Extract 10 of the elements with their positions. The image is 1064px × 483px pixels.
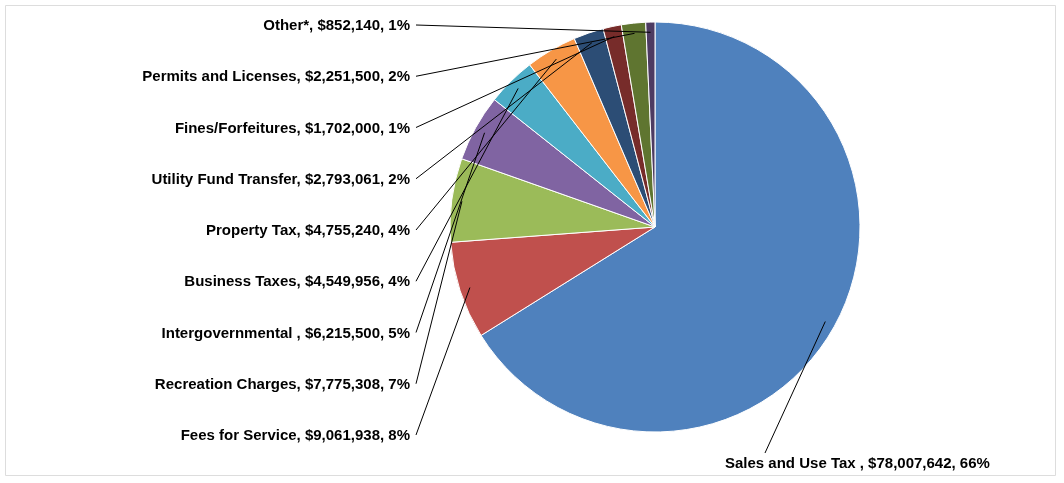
slice-label: Sales and Use Tax , $78,007,642, 66% [725, 454, 990, 471]
slice-label: Other*, $852,140, 1% [263, 16, 410, 33]
slice-label: Business Taxes, $4,549,956, 4% [184, 272, 410, 290]
slice-label: Fines/Forfeitures, $1,702,000, 1% [174, 118, 410, 136]
slice-label: Intergovernmental , $6,215,500, 5% [161, 323, 410, 341]
slice-label: Utility Fund Transfer, $2,793,061, 2% [151, 169, 410, 187]
slice-label: Property Tax, $4,755,240, 4% [205, 221, 410, 238]
slice-label: Recreation Charges, $7,775,308, 7% [154, 374, 410, 392]
slice-label: Fees for Service, $9,061,938, 8% [180, 426, 410, 443]
slice-label: Permits and Licenses, $2,251,500, 2% [142, 67, 410, 85]
